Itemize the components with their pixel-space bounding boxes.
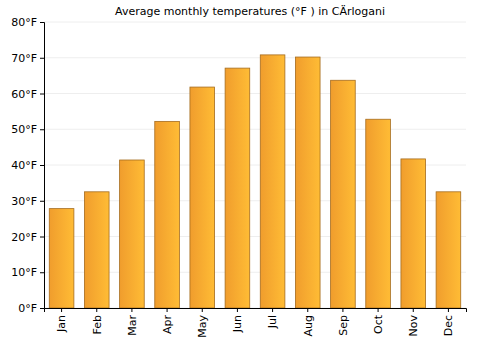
bar: [225, 68, 250, 308]
y-axis: 0°F 10°F 20°F 30°F 40°F 50°F 60°F 70°F 80°F: [11, 16, 44, 315]
bar: [295, 57, 320, 308]
y-tick: 0°F: [18, 302, 44, 315]
grid-line: [44, 129, 466, 130]
x-tick-mark: [167, 308, 168, 312]
y-tick-label: 10°F: [11, 266, 37, 279]
grid: [44, 22, 466, 308]
y-tick-label: 50°F: [11, 123, 37, 136]
x-tick-label: Aug: [302, 315, 315, 336]
x-tick-label: Sep: [337, 315, 350, 336]
grid-line: [44, 93, 466, 94]
y-tick-label: 80°F: [11, 16, 37, 29]
y-tick: 50°F: [11, 123, 44, 136]
x-tick-label: Nov: [407, 315, 420, 337]
x-tick-label: Mar: [126, 315, 139, 336]
y-tick-mark: [40, 308, 44, 309]
x-tick-mark: [202, 308, 203, 312]
y-tick-label: 60°F: [11, 88, 37, 101]
y-tick-mark: [40, 272, 44, 273]
x-tick-mark: [413, 308, 414, 312]
x-tick-label: Apr: [161, 315, 174, 335]
x-tick-label: May: [196, 315, 209, 338]
x-tick-label: Jun: [231, 315, 244, 333]
y-tick-label: 0°F: [18, 302, 37, 315]
y-tick-mark: [40, 129, 44, 130]
x-tick: Dec: [442, 308, 455, 336]
x-tick: Feb: [91, 308, 104, 334]
grid-line: [44, 57, 466, 58]
x-tick: May: [196, 308, 209, 338]
x-tick: Jul: [266, 308, 279, 329]
y-tick: 80°F: [11, 16, 44, 29]
y-tick: 30°F: [11, 195, 44, 208]
bar: [155, 121, 180, 308]
x-tick-mark: [131, 308, 132, 312]
x-tick: Apr: [161, 308, 174, 334]
y-tick: 10°F: [11, 266, 44, 279]
x-tick-mark: [378, 308, 379, 312]
y-tick-label: 40°F: [11, 159, 37, 172]
x-tick-label: Jul: [266, 315, 279, 329]
x-tick: Jun: [231, 308, 244, 333]
x-tick-label: Feb: [91, 315, 104, 334]
x-tick-mark: [307, 308, 308, 312]
bar: [366, 119, 391, 308]
x-tick-mark: [237, 308, 238, 312]
grid-line: [44, 22, 466, 23]
y-tick-label: 20°F: [11, 231, 37, 244]
bar: [190, 87, 215, 308]
x-tick: Jan: [55, 308, 68, 333]
bar: [260, 55, 285, 308]
y-tick: 70°F: [11, 52, 44, 65]
y-tick-label: 30°F: [11, 195, 37, 208]
x-tick-mark: [448, 308, 449, 312]
y-tick-mark: [40, 94, 44, 95]
bar: [331, 80, 356, 308]
x-tick: Sep: [337, 308, 350, 336]
x-tick-label: Dec: [442, 315, 455, 336]
y-tick-label: 70°F: [11, 52, 37, 65]
y-tick-mark: [40, 237, 44, 238]
bar: [49, 209, 74, 308]
bar: [84, 192, 109, 308]
y-tick-mark: [40, 201, 44, 202]
x-tick: Aug: [302, 308, 315, 336]
y-tick: 60°F: [11, 88, 44, 101]
y-axis-line: [40, 23, 45, 309]
x-tick-mark: [61, 308, 62, 312]
x-tick-mark: [272, 308, 273, 312]
y-tick: 20°F: [11, 231, 44, 244]
x-axis: Jan Feb Mar Apr May Jun Jul Aug Sep Oct Nov Dec: [45, 308, 467, 338]
bar: [436, 192, 461, 308]
bar: [401, 159, 426, 308]
y-tick-mark: [40, 58, 44, 59]
x-tick: Oct: [372, 308, 385, 334]
y-tick-mark: [40, 165, 44, 166]
x-tick: Nov: [407, 308, 420, 336]
plot-area: [49, 55, 460, 308]
x-tick: Mar: [126, 308, 139, 336]
x-tick-mark: [342, 308, 343, 312]
bar: [120, 160, 145, 308]
x-tick-mark: [96, 308, 97, 312]
x-axis-line: [45, 309, 467, 313]
x-tick-label: Oct: [372, 314, 385, 334]
x-tick-label: Jan: [55, 315, 68, 333]
y-tick: 40°F: [11, 159, 44, 172]
chart: Average monthly temperatures (°F ) in CÄ…: [0, 0, 500, 350]
chart-title: Average monthly temperatures (°F ) in CÄ…: [115, 5, 385, 18]
y-tick-mark: [40, 22, 44, 23]
